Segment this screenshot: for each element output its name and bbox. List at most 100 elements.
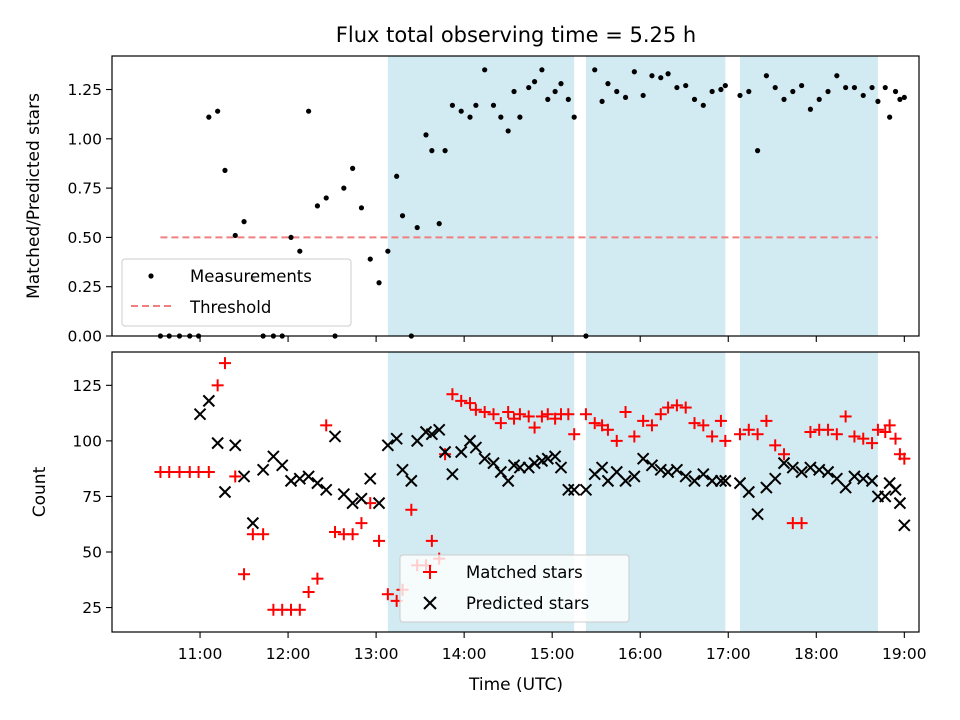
measurement-point [215, 108, 221, 114]
measurement-point [206, 114, 212, 120]
legend-matched-marker [423, 565, 437, 579]
x-tick-label: 19:00 [882, 645, 927, 663]
measurement-point [718, 86, 724, 93]
measurement-point [511, 88, 517, 95]
matched-star-point [579, 408, 592, 421]
predicted-star-point [311, 476, 324, 490]
matched-star-point [645, 419, 658, 432]
measurement-point [901, 94, 907, 101]
measurement-point [599, 98, 605, 104]
measurement-point [737, 92, 743, 99]
predicted-star-point [229, 439, 242, 452]
predicted-star-point [742, 485, 756, 499]
measurement-point [436, 221, 442, 227]
predicted-star-point [396, 463, 409, 476]
measurement-point [658, 75, 664, 81]
predicted-star-point [218, 485, 232, 499]
predicted-star-point [821, 465, 835, 479]
matched-star-point [346, 528, 359, 541]
measurement-point [834, 73, 840, 79]
measurement-point [674, 84, 680, 91]
predicted-star-point [355, 492, 368, 505]
matched-star-point [662, 401, 675, 414]
matched-star-point [654, 408, 667, 421]
predicted-star-point [567, 483, 581, 496]
bottom-plot-frame [111, 351, 920, 633]
matched-star-point [697, 419, 710, 432]
matched-star-point [202, 466, 215, 478]
matched-star-point [355, 517, 368, 530]
matched-star-point [889, 432, 902, 445]
matched-star-point [464, 397, 477, 410]
predicted-star-point [193, 408, 207, 421]
matched-star-point [568, 428, 581, 441]
matched-star-point [439, 448, 452, 461]
matched-star-point [329, 526, 342, 538]
predicted-star-point [645, 459, 659, 472]
matched-star-point [535, 410, 548, 423]
measurement-point [394, 173, 400, 179]
predicted-star-point [390, 432, 403, 445]
predicted-star-point [425, 428, 439, 441]
matched-star-point [405, 503, 418, 516]
measurement-point [860, 92, 866, 99]
measurement-point [869, 84, 875, 91]
top-plot-frame [111, 55, 920, 337]
matched-star-point [619, 406, 632, 418]
predicted-star-point [364, 472, 377, 485]
measurement-point [882, 84, 888, 91]
measurement-point [851, 84, 858, 91]
measurement-point [700, 102, 706, 108]
measurement-point [887, 114, 893, 120]
predicted-star-point [751, 508, 764, 521]
top-y-tick-label: 0.25 [67, 278, 102, 296]
bottom-y-tick-label: 125 [72, 377, 102, 395]
chart-title: Flux total observing time = 5.25 h [336, 23, 696, 47]
predicted-star-point [705, 474, 719, 488]
matched-star-point [714, 414, 727, 427]
top-y-tick-label: 0.75 [67, 180, 102, 198]
measurement-point [755, 148, 761, 154]
measurement-point [531, 79, 538, 85]
matched-star-point [238, 568, 251, 581]
predicted-star-point [469, 441, 483, 454]
matched-star-point [487, 408, 500, 421]
matched-star-point [719, 434, 732, 447]
predicted-star-point [522, 461, 535, 474]
top-y-tick-label: 0.50 [67, 229, 102, 247]
predicted-star-point [256, 463, 270, 476]
measurement-point [622, 94, 629, 101]
matched-star-point [381, 588, 394, 601]
matched-star-point [588, 417, 601, 430]
top-shaded-interval-0 [387, 56, 575, 336]
x-tick-label: 13:00 [354, 645, 399, 663]
predicted-star-point [769, 472, 782, 485]
measurement-point [545, 96, 551, 102]
measurement-point [498, 114, 504, 120]
x-tick-label: 11:00 [178, 645, 223, 663]
matched-star-point [302, 586, 315, 598]
bottom-y-tick-label: 75 [82, 488, 102, 506]
measurement-point [790, 88, 796, 95]
predicted-star-point [898, 519, 911, 532]
measurement-point [763, 73, 770, 79]
predicted-star-point [346, 496, 359, 510]
predicted-star-point [636, 452, 650, 465]
predicted-star-point [246, 516, 260, 530]
predicted-star-point [372, 496, 386, 510]
legend-matched-label: Matched stars [466, 563, 583, 582]
matched-star-point [562, 408, 575, 421]
matched-star-point [637, 414, 650, 427]
predicted-star-point [777, 456, 791, 470]
matched-star-point [528, 421, 541, 434]
measurement-point [709, 88, 715, 95]
matched-star-point [898, 452, 911, 465]
measurement-point [614, 88, 620, 95]
legend-measurements-label: Measurements [190, 267, 312, 286]
measurement-point [571, 114, 577, 120]
predicted-star-point [893, 496, 907, 510]
matched-star-point [610, 434, 623, 447]
predicted-star-point [405, 474, 418, 488]
measurement-point [341, 185, 347, 191]
legend-threshold-label: Threshold [189, 298, 271, 317]
